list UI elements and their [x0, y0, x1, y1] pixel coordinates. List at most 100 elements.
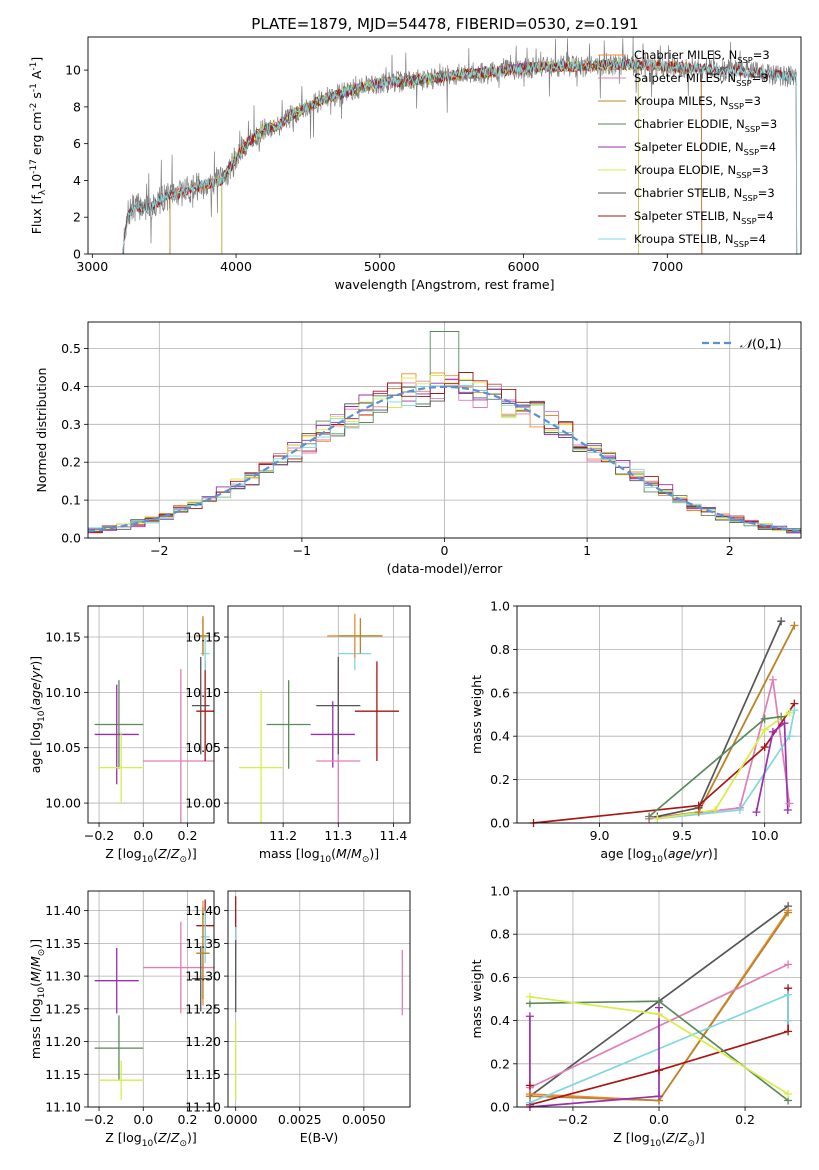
axes-frame	[516, 605, 802, 824]
legend-label-salpeter_miles: Salpeter MILES, NSSP=3	[634, 71, 769, 88]
x-axis-label: age [log10(age/yr)]	[600, 846, 717, 865]
y-tick-label: 11.35	[45, 936, 81, 951]
weight-marker-salpeter_elodie	[525, 1012, 534, 1021]
y-tick-label: 8	[73, 99, 81, 114]
errorbar-point-chabrier_stelib	[316, 656, 361, 755]
x-tick-label: 5000	[364, 259, 396, 274]
x-tick-label: 3000	[76, 259, 108, 274]
spectrum-model-line-chabrier_elodie	[221, 58, 639, 254]
y-tick-label: 11.25	[45, 1001, 81, 1016]
legend-label-kroupa_stelib: Kroupa STELIB, NSSP=4	[634, 232, 766, 249]
weight-marker-chabrier_stelib	[777, 617, 786, 626]
spectrum-model-line-kroupa_miles	[169, 58, 703, 254]
errorbar-point-chabrier_stelib	[191, 656, 210, 755]
spectrum-model-line-chabrier_miles	[169, 58, 703, 254]
age_vs_mass-axes: 11.2 11.3 11.4 10.00 10.05 10.10 10.15 mass [lo…	[185, 605, 411, 865]
y-axis-label: Normed distribution	[34, 368, 49, 493]
y-tick-label: 10.05	[185, 740, 221, 755]
y-tick-label: 6	[73, 136, 81, 151]
y-axis-label: Flux [fλ10-17 erg cm-2 s-1 A-1]	[29, 57, 48, 235]
spectrum-model-line-kroupa_elodie	[221, 58, 639, 254]
errorbar-point-kroupa_elodie	[239, 690, 284, 823]
weight-marker-kroupa_elodie	[525, 992, 534, 1001]
y-tick-label: 0.8	[490, 927, 510, 942]
weight-line-salpeter_elodie	[529, 1007, 660, 1107]
errorbar-point-salpeter_elodie	[94, 947, 139, 1014]
weight-marker-salpeter_stelib	[525, 1081, 534, 1090]
y-tick-label: 0.2	[61, 455, 81, 470]
spectrum-model-line-salpeter_elodie	[221, 58, 639, 254]
x-tick-label: −1	[293, 543, 311, 558]
residuals-axes: −2 −1 0 1 2 0.0 0.1 0.2 0.3 0.4 0.5 (data-model)/er…	[34, 321, 802, 576]
x-tick-label: 9.5	[672, 828, 692, 843]
weight-line-kroupa_miles	[648, 625, 796, 820]
x-tick-label: 0.2	[178, 1112, 198, 1127]
x-tick-label: 0.0025	[278, 1112, 322, 1127]
y-tick-label: 11.20	[185, 1034, 221, 1049]
legend-label-kroupa_miles: Kroupa MILES, NSSP=3	[634, 94, 761, 111]
x-tick-label: 11.2	[269, 828, 297, 843]
x-tick-label: 4000	[220, 259, 252, 274]
axes-frame	[87, 321, 802, 539]
y-tick-label: 11.10	[185, 1100, 221, 1115]
weight-line-salpeter_elodie	[755, 721, 789, 813]
errorbar-point-kroupa_miles	[196, 907, 210, 999]
weight_vs_Z-axes: −0.2 0.0 0.2 0.0 0.2 0.4 0.6 0.8 1.0 Z [log10(Z/Z…	[469, 884, 802, 1149]
x-axis-label: (data-model)/error	[387, 561, 504, 576]
spectrum-model-line-kroupa_stelib	[122, 58, 798, 254]
weight-marker-kroupa_stelib	[790, 706, 799, 715]
y-tick-label: 11.15	[185, 1067, 221, 1082]
y-tick-label: 11.35	[185, 936, 221, 951]
y-tick-label: 0.0	[61, 531, 81, 546]
y-axis-label: mass weight	[469, 959, 484, 1038]
y-tick-label: 0.0	[490, 816, 510, 831]
weight-line-kroupa_stelib	[657, 710, 796, 820]
weight-marker-chabrier_elodie	[645, 812, 654, 821]
spectrum-plot-area	[122, 37, 798, 254]
weight-marker-kroupa_stelib	[784, 990, 793, 999]
x-tick-label: 0.0000	[214, 1112, 258, 1127]
x-tick-label: 6000	[508, 259, 540, 274]
mass_vs_Z-axes: −0.2 0.0 0.2 11.10 11.15 11.20 11.25 11.30 11.35…	[28, 890, 215, 1149]
y-tick-label: 0.1	[61, 493, 81, 508]
figure-title: PLATE=1879, MJD=54478, FIBERID=0530, z=0…	[251, 15, 638, 33]
weight-marker-salpeter_elodie	[780, 719, 789, 728]
y-tick-label: 10	[65, 63, 81, 78]
x-axis-label: Z [log10(Z/Z⊙)]	[105, 1130, 197, 1149]
weight-marker-kroupa_elodie	[711, 805, 720, 814]
y-tick-label: 11.30	[45, 969, 81, 984]
x-axis-label: mass [log10(M/M⊙)]	[259, 846, 379, 865]
weight-marker-salpeter_miles	[785, 799, 794, 808]
errorbar-point-salpeter_elodie	[94, 684, 139, 785]
weight-line-chabrier_miles	[648, 625, 796, 820]
y-tick-label: 10.15	[45, 630, 81, 645]
legend-label-salpeter_elodie: Salpeter ELODIE, NSSP=4	[634, 140, 776, 157]
errorbar-point-salpeter_miles	[143, 669, 214, 823]
axes-frame	[516, 890, 802, 1108]
legend-label-normal: 𝒩(0,1)	[740, 336, 782, 351]
y-tick-label: 11.40	[45, 903, 81, 918]
errorbar-point-kroupa_stelib	[200, 910, 210, 963]
x-tick-label: 11.4	[380, 828, 408, 843]
y-tick-label: 10.00	[185, 796, 221, 811]
x-tick-label: 0.0	[133, 1112, 153, 1127]
mass_vs_ebv-plot-area	[235, 896, 403, 1101]
errorbar-point-kroupa_elodie	[99, 732, 144, 804]
y-tick-label: 10.15	[185, 630, 221, 645]
weight-marker-kroupa_elodie	[653, 814, 662, 823]
legend-label-salpeter_stelib: Salpeter STELIB, NSSP=4	[634, 209, 774, 226]
weight-marker-kroupa_elodie	[784, 1090, 793, 1099]
weight-marker-salpeter_miles	[768, 675, 777, 684]
y-tick-label: 0.6	[490, 685, 510, 700]
y-axis-label: mass weight	[469, 675, 484, 754]
spectrum-model-line-chabrier_stelib	[122, 58, 798, 254]
weight-marker-salpeter_elodie	[655, 1003, 663, 1012]
weight-marker-salpeter_stelib	[760, 743, 769, 752]
errorbar-point-chabrier_elodie	[266, 680, 311, 769]
errorbar-point-salpeter_stelib	[196, 661, 214, 761]
x-tick-label: 2	[726, 543, 734, 558]
weight-marker-salpeter_stelib	[784, 1027, 793, 1036]
errorbar-point-kroupa_miles	[196, 618, 210, 654]
weight_vs_age-axes: 9.0 9.5 10.0 0.0 0.2 0.4 0.6 0.8 1.0 age [log10(a…	[469, 599, 802, 865]
weight-line-chabrier_elodie	[648, 715, 782, 818]
